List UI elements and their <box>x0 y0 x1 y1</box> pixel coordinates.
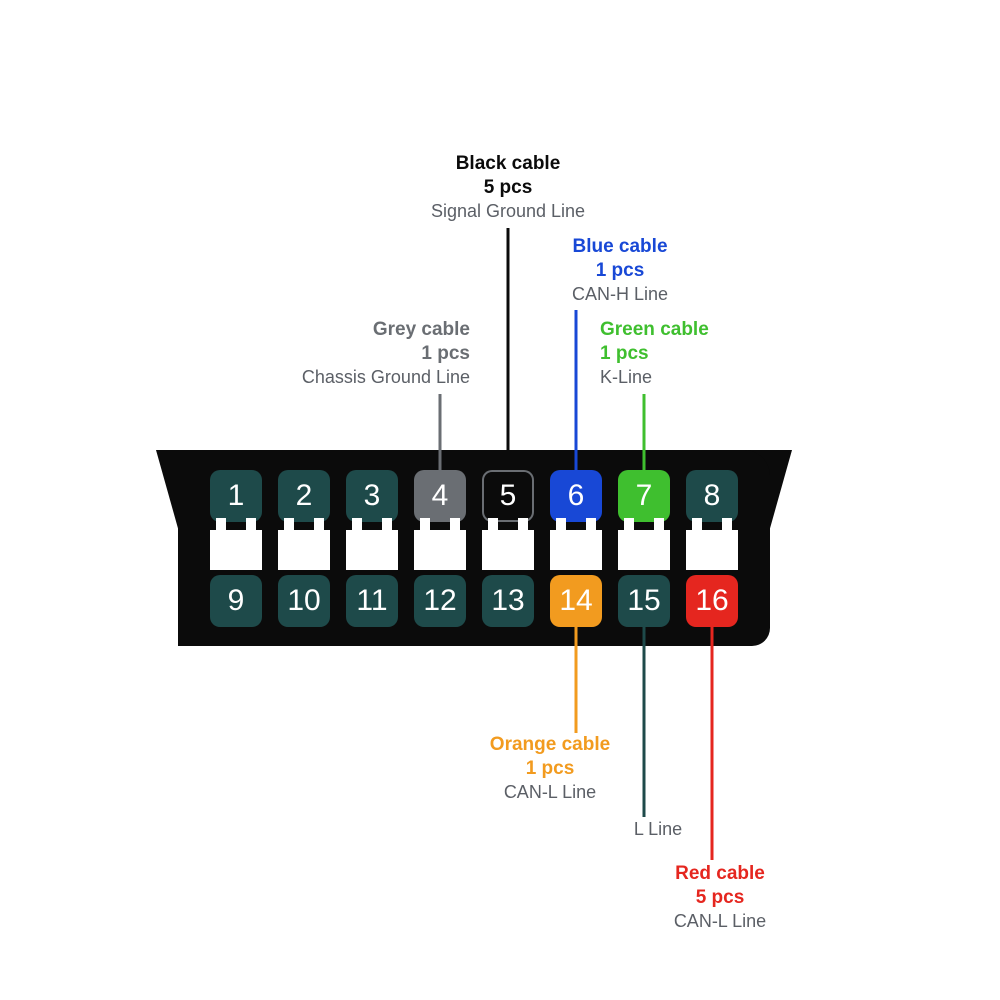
socket-8 <box>686 530 738 570</box>
diagram-canvas: .connector{ border-radius: 26px 26px 18p… <box>0 0 1000 1000</box>
label-green: Green cable 1 pcs K-Line <box>600 318 800 388</box>
pin-row-bottom: 9 10 11 12 13 14 15 16 <box>210 575 738 627</box>
label-orange-pcs: 1 pcs <box>450 757 650 781</box>
label-lline-desc: L Line <box>598 818 718 841</box>
socket-4 <box>414 530 466 570</box>
socket-6 <box>550 530 602 570</box>
pin-9: 9 <box>210 575 262 627</box>
pin-row-top: 12345678 <box>210 470 738 522</box>
socket-row <box>210 530 738 570</box>
pin-5: 5 <box>482 470 534 522</box>
label-grey-desc: Chassis Ground Line <box>250 366 470 389</box>
label-black: Black cable 5 pcs Signal Ground Line <box>398 152 618 222</box>
pin-10: 10 <box>278 575 330 627</box>
label-blue-pcs: 1 pcs <box>520 259 720 283</box>
label-green-desc: K-Line <box>600 366 800 389</box>
label-black-title: Black cable <box>398 152 618 176</box>
pin-16: 16 <box>686 575 738 627</box>
pin-4: 4 <box>414 470 466 522</box>
label-grey: Grey cable 1 pcs Chassis Ground Line <box>250 318 470 388</box>
pin-15: 15 <box>618 575 670 627</box>
pin-11: 11 <box>346 575 398 627</box>
pin-1: 1 <box>210 470 262 522</box>
label-blue-desc: CAN-H Line <box>520 283 720 306</box>
label-red-title: Red cable <box>620 862 820 886</box>
label-orange-desc: CAN-L Line <box>450 781 650 804</box>
pin-3: 3 <box>346 470 398 522</box>
pin-12: 12 <box>414 575 466 627</box>
socket-2 <box>278 530 330 570</box>
label-red-desc: CAN-L Line <box>620 910 820 933</box>
label-blue: Blue cable 1 pcs CAN-H Line <box>520 235 720 305</box>
socket-3 <box>346 530 398 570</box>
pin-14: 14 <box>550 575 602 627</box>
label-blue-title: Blue cable <box>520 235 720 259</box>
pin-8: 8 <box>686 470 738 522</box>
label-grey-pcs: 1 pcs <box>250 342 470 366</box>
label-green-title: Green cable <box>600 318 800 342</box>
socket-5 <box>482 530 534 570</box>
label-green-pcs: 1 pcs <box>600 342 800 366</box>
pin-13: 13 <box>482 575 534 627</box>
label-grey-title: Grey cable <box>250 318 470 342</box>
label-black-desc: Signal Ground Line <box>398 200 618 223</box>
pin-7: 7 <box>618 470 670 522</box>
label-red: Red cable 5 pcs CAN-L Line <box>620 862 820 932</box>
pin-2: 2 <box>278 470 330 522</box>
pin-6: 6 <box>550 470 602 522</box>
label-red-pcs: 5 pcs <box>620 886 820 910</box>
label-orange-title: Orange cable <box>450 733 650 757</box>
label-lline: L Line <box>598 818 718 841</box>
label-black-pcs: 5 pcs <box>398 176 618 200</box>
socket-7 <box>618 530 670 570</box>
label-orange: Orange cable 1 pcs CAN-L Line <box>450 733 650 803</box>
socket-1 <box>210 530 262 570</box>
